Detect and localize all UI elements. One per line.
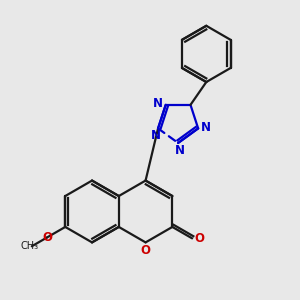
- Text: O: O: [141, 244, 151, 256]
- Text: N: N: [153, 97, 163, 110]
- Text: O: O: [42, 231, 52, 244]
- Text: N: N: [201, 121, 211, 134]
- Text: O: O: [194, 232, 204, 245]
- Text: CH₃: CH₃: [21, 241, 39, 251]
- Text: N: N: [175, 143, 185, 157]
- Text: N: N: [151, 129, 161, 142]
